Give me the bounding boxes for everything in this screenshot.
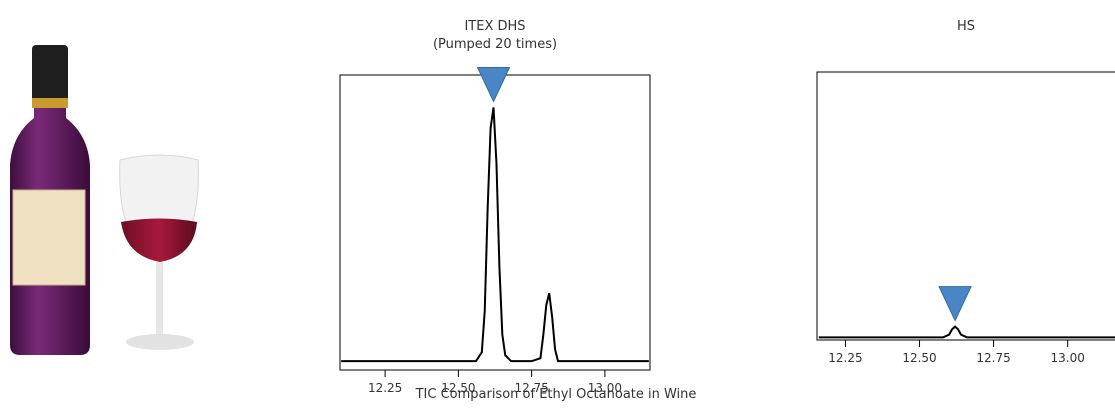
x-tick-label: 12.25 [368,381,402,395]
plot-frame [816,71,1115,341]
peak-marker [938,286,972,322]
wine-glass [119,154,199,350]
x-tick-label: 12.50 [441,381,475,395]
chart-title: ITEX DHS [464,19,525,34]
x-tick-label: 13.00 [1050,351,1084,365]
caption: TIC Comparison of Ethyl Octanoate in Win… [415,387,697,402]
x-tick-label: 12.25 [828,351,862,365]
x-tick-label: 13.00 [588,381,622,395]
peak-marker [476,66,511,103]
x-tick-label: 12.75 [976,351,1010,365]
x-tick-label: 12.50 [902,351,936,365]
chart-title: HS [957,19,975,34]
chromatogram-line [818,325,1115,339]
chart-subtitle: (Pumped 20 times) [433,37,557,52]
wine-bottle [10,45,90,355]
chromatogram-line [341,107,649,363]
x-tick-label: 12.75 [514,381,548,395]
